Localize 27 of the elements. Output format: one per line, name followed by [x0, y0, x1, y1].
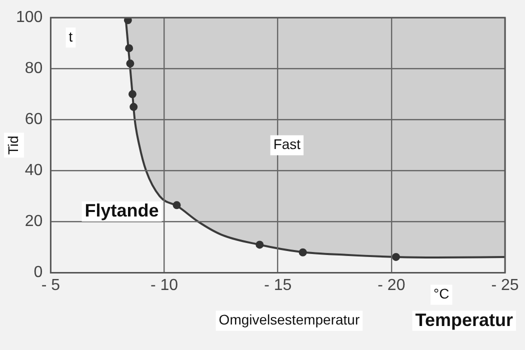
- x-axis-title: Omgivelsestemperatur: [218, 312, 360, 328]
- text: Temperatur: [415, 310, 513, 330]
- point: [172, 201, 181, 210]
- point: [124, 18, 132, 24]
- y-tick-label: 40: [24, 162, 43, 180]
- x-tick-label: - 10: [150, 276, 178, 294]
- point: [298, 248, 307, 256]
- annotation: Flytande: [84, 200, 159, 221]
- point: [256, 240, 264, 249]
- point: [128, 90, 136, 98]
- point: [392, 252, 400, 261]
- y-tick-label: 80: [24, 60, 43, 78]
- text: °C: [434, 286, 450, 302]
- y-tick-label: 20: [24, 213, 43, 230]
- x-tick-label: - 20: [378, 276, 406, 294]
- x-tick-label: - 15: [264, 276, 292, 294]
- point: [125, 44, 134, 52]
- point: [130, 102, 138, 111]
- y-tick-label: 60: [24, 111, 43, 128]
- x-tick-label: - 25: [491, 276, 519, 294]
- y-axis-title: Tid: [4, 136, 21, 155]
- x-tick-label: - 5: [41, 276, 60, 294]
- point: [126, 60, 134, 68]
- annotation: Fast: [273, 136, 301, 152]
- y-tick-label: 100: [16, 9, 43, 26]
- annotation: t: [68, 28, 73, 44]
- y-tick-label: 0: [34, 264, 43, 282]
